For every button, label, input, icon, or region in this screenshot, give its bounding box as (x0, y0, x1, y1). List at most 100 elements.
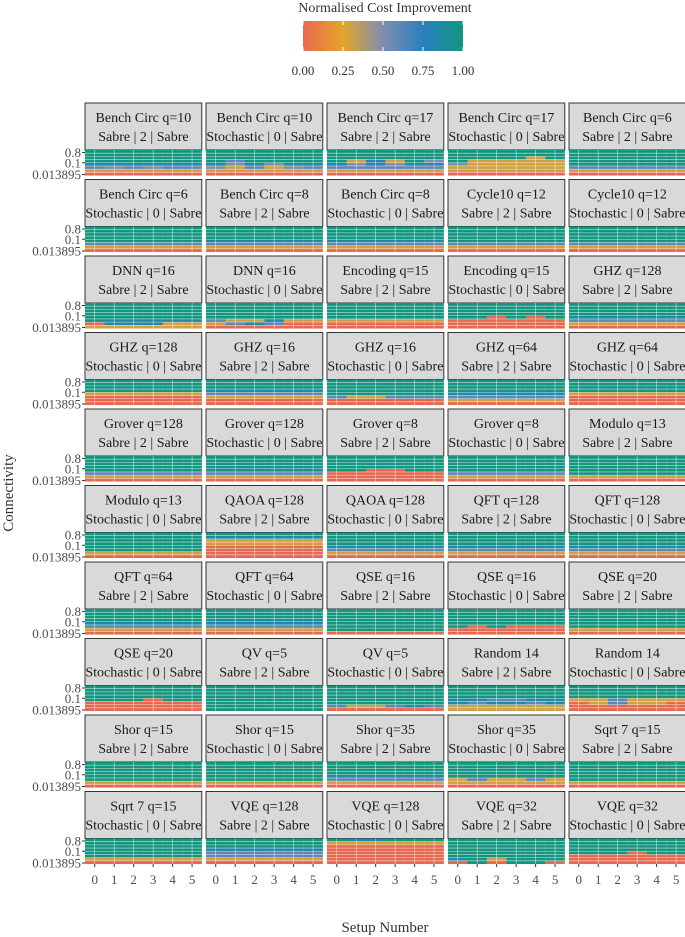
heatmap-cell (666, 685, 685, 689)
x-tick-label: 0 (212, 872, 219, 887)
facet-title: Encoding q=15 (342, 264, 428, 279)
facet-panel: Cycle10 q=12 Sabre | 2 | Sabre (447, 179, 566, 253)
facet-strip (326, 255, 445, 304)
facet-strip (568, 485, 685, 533)
facet-title: Modulo q=13 (105, 494, 182, 509)
x-tick-label: 2 (614, 872, 621, 887)
legend-colorbar (303, 21, 463, 51)
facet-panel: VQE q=128 Stochastic | 0 | Sabre (326, 791, 445, 865)
facet-subtitle: Stochastic | 0 | Sabre (206, 130, 322, 145)
heatmap-cell (666, 615, 685, 619)
heatmap-cell (666, 156, 685, 160)
facet-title: Shor q=35 (477, 723, 536, 738)
heatmap-cell (666, 162, 685, 166)
facet-strip (326, 714, 445, 763)
heatmap-cell (666, 765, 685, 769)
facet-panel: QSE q=20 Stochastic | 0 | Sabre 0.80.10.01… (32, 638, 203, 718)
facet-strip (568, 714, 685, 763)
facet-subtitle: Stochastic | 0 | Sabre (327, 819, 443, 834)
y-tick-label: 0.8 (65, 375, 81, 390)
heatmap-cell (666, 239, 685, 243)
facet-subtitle: Stochastic | 0 | Sabre (569, 513, 685, 528)
facet-strip (84, 791, 203, 839)
heatmap-cell (666, 245, 685, 249)
x-tick-label: 2 (251, 872, 258, 887)
heatmap-cell (666, 392, 685, 396)
facet-title: Grover q=8 (353, 417, 418, 432)
heatmap-cell (666, 857, 685, 861)
facet-subtitle: Stochastic | 0 | Sabre (448, 742, 564, 757)
facet-strip (326, 332, 445, 380)
y-tick-label: 0.1 (65, 614, 81, 629)
facet-title: Bench Circ q=17 (338, 111, 434, 126)
heatmap-cell (666, 312, 685, 316)
facet-panel: Encoding q=15 Sabre | 2 | Sabre (326, 255, 445, 329)
heatmap-cell (666, 628, 685, 632)
facet-strip (84, 638, 203, 686)
x-tick-label: 0 (575, 872, 582, 887)
facet-title: Bench Circ q=8 (341, 188, 430, 203)
facet-strip (205, 408, 324, 457)
x-tick-label: 1 (353, 872, 360, 887)
facet-strip (84, 485, 203, 533)
facet-subtitle: Stochastic | 0 | Sabre (569, 666, 685, 681)
x-tick-label: 0 (454, 872, 461, 887)
facet-subtitle: Sabre | 2 | Sabre (461, 513, 551, 528)
facet-panel: Bench Circ q=17 Stochastic | 0 | Sabre (447, 102, 566, 176)
facet-subtitle: Stochastic | 0 | Sabre (448, 436, 564, 451)
x-tick-label: 1 (111, 872, 118, 887)
facet-subtitle: Stochastic | 0 | Sabre (85, 513, 201, 528)
x-tick-label: 2 (493, 872, 500, 887)
facet-title: GHZ q=64 (476, 341, 537, 356)
facet-panel: Grover q=8 Stochastic | 0 | Sabre (447, 408, 566, 482)
facet-title: GHZ q=16 (234, 341, 295, 356)
facet-title: QFT q=64 (235, 570, 294, 585)
facet-strip (326, 791, 445, 839)
legend-tick-label: 1.00 (452, 63, 475, 78)
facet-panel: GHZ q=128 Stochastic | 0 | Sabre 0.80.10.0… (32, 332, 203, 412)
heatmap-cell (666, 771, 685, 775)
y-axis-title: Connectivity (1, 454, 17, 532)
heatmap-cell (666, 542, 685, 546)
heatmap-cell (666, 306, 685, 310)
facet-subtitle: Sabre | 2 | Sabre (219, 360, 309, 375)
heatmap-cell (666, 325, 685, 329)
facet-subtitle: Stochastic | 0 | Sabre (206, 742, 322, 757)
heatmap-cell (666, 475, 685, 479)
facet-strip (84, 102, 203, 151)
facet-subtitle: Sabre | 2 | Sabre (340, 283, 430, 298)
facet-panel: Modulo q=13 Stochastic | 0 | Sabre 0.80.10… (32, 485, 203, 565)
facet-panel: GHZ q=64 Sabre | 2 | Sabre (447, 332, 566, 406)
facet-panel: Grover q=8 Sabre | 2 | Sabre (326, 408, 445, 482)
heatmap-cell (666, 153, 685, 157)
facet-panel: QV q=5 Sabre | 2 | Sabre (205, 638, 324, 712)
heatmap-cell (666, 691, 685, 696)
facet-panel: GHZ q=16 Sabre | 2 | Sabre (205, 332, 324, 406)
x-tick-label: 2 (130, 872, 137, 887)
x-tick-label: 0 (91, 872, 98, 887)
facet-title: VQE q=32 (476, 800, 537, 815)
facet-subtitle: Stochastic | 0 | Sabre (206, 589, 322, 604)
y-tick-label: 0.013895 (32, 473, 81, 488)
heatmap-cell (666, 398, 685, 402)
heatmap-cell (666, 774, 685, 778)
x-tick-label: 2 (372, 872, 379, 887)
facet-panel: Bench Circ q=10 Sabre | 2 | Sabre 0.80.10.… (32, 102, 203, 182)
facet-title: Bench Circ q=6 (583, 111, 672, 126)
facet-subtitle: Stochastic | 0 | Sabre (448, 589, 564, 604)
heatmap-cell (666, 851, 685, 855)
facet-subtitle: Stochastic | 0 | Sabre (85, 666, 201, 681)
facet-title: Sqrt 7 q=15 (594, 723, 660, 738)
legend-tick-label: 0.50 (372, 63, 395, 78)
facet-title: DNN q=16 (233, 264, 296, 279)
heatmap-cell (666, 468, 685, 472)
facet-subtitle: Sabre | 2 | Sabre (582, 436, 672, 451)
facet-panel: Encoding q=15 Stochastic | 0 | Sabre (447, 255, 566, 329)
facet-strip (568, 561, 685, 610)
facet-subtitle: Stochastic | 0 | Sabre (327, 360, 443, 375)
x-tick-label: 5 (552, 872, 559, 887)
facet-panel: QSE q=16 Sabre | 2 | Sabre (326, 561, 445, 635)
y-tick-label: 0.8 (65, 757, 81, 772)
facet-title: Grover q=8 (474, 417, 539, 432)
